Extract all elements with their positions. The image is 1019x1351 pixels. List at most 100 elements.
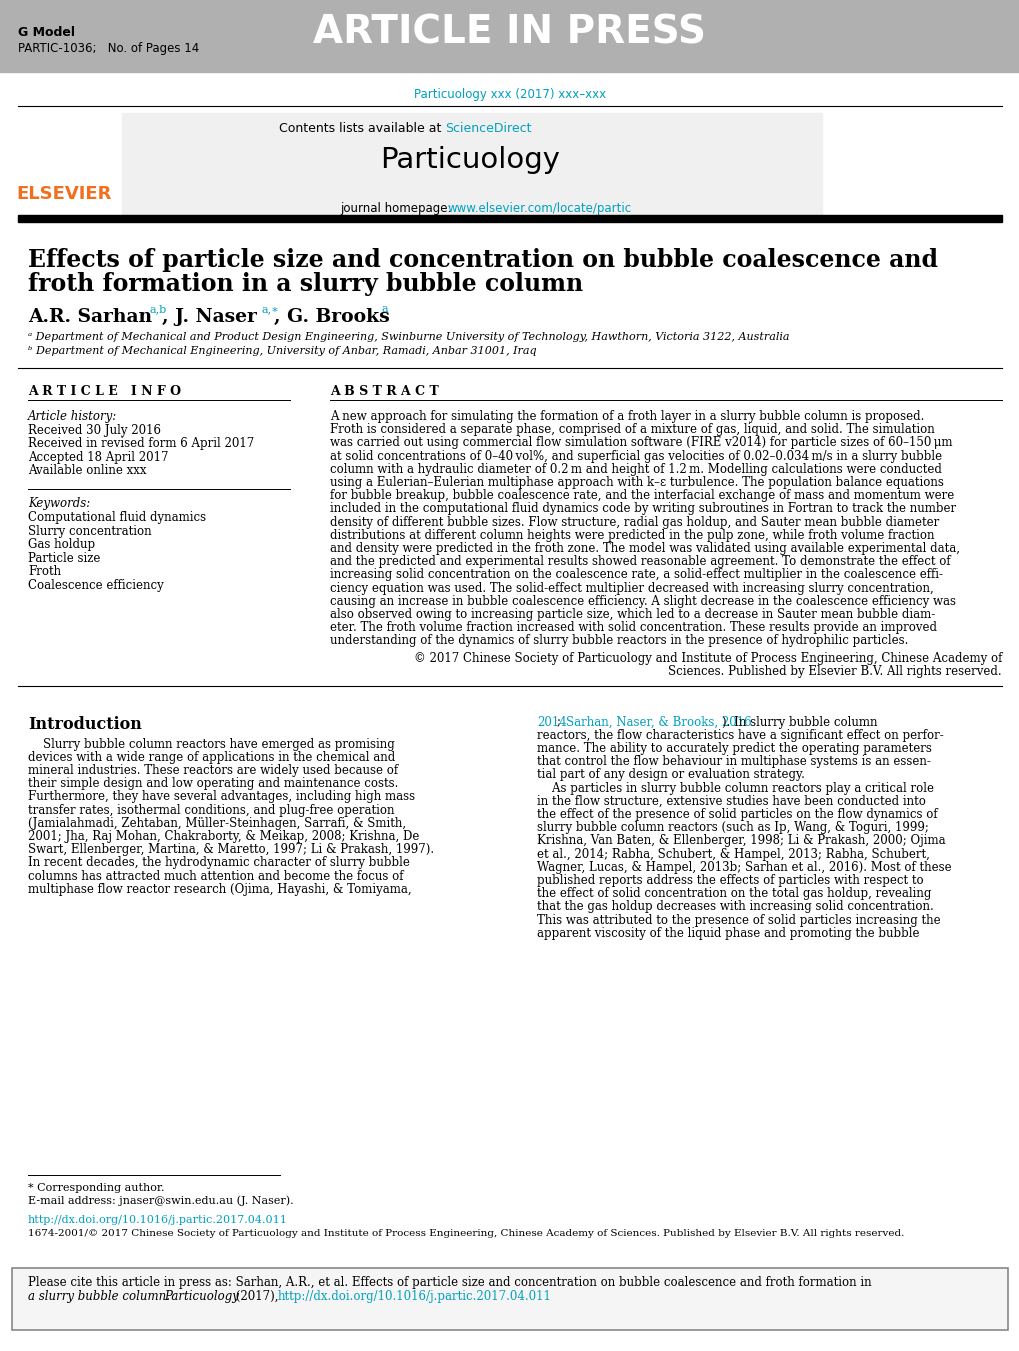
Text: column with a hydraulic diameter of 0.2 m and height of 1.2 m. Modelling calcula: column with a hydraulic diameter of 0.2 …	[330, 463, 941, 476]
Text: © 2017 Chinese Society of Particuology and Institute of Process Engineering, Chi: © 2017 Chinese Society of Particuology a…	[414, 651, 1001, 665]
Text: A B S T R A C T: A B S T R A C T	[330, 385, 438, 399]
Text: increasing solid concentration on the coalescence rate, a solid-effect multiplie: increasing solid concentration on the co…	[330, 569, 943, 581]
Text: reactors, the flow characteristics have a significant effect on perfor-: reactors, the flow characteristics have …	[536, 728, 943, 742]
Text: froth formation in a slurry bubble column: froth formation in a slurry bubble colum…	[28, 272, 583, 296]
Text: http://dx.doi.org/10.1016/j.partic.2017.04.011: http://dx.doi.org/10.1016/j.partic.2017.…	[28, 1215, 287, 1225]
Text: 2014: 2014	[536, 716, 567, 728]
Text: ScienceDirect: ScienceDirect	[444, 122, 531, 135]
Text: Coalescence efficiency: Coalescence efficiency	[28, 578, 164, 592]
Text: Furthermore, they have several advantages, including high mass: Furthermore, they have several advantage…	[28, 790, 415, 804]
Bar	[122, 113, 821, 215]
Text: Contents lists available at: Contents lists available at	[278, 122, 444, 135]
Text: Particle size: Particle size	[28, 551, 100, 565]
Text: ;: ;	[556, 716, 565, 728]
Text: Keywords:: Keywords:	[28, 497, 90, 509]
Text: their simple design and low operating and maintenance costs.: their simple design and low operating an…	[28, 777, 398, 790]
Text: also observed owing to increasing particle size, which led to a decrease in Saut: also observed owing to increasing partic…	[330, 608, 934, 621]
Text: and density were predicted in the froth zone. The model was validated using avai: and density were predicted in the froth …	[330, 542, 959, 555]
Text: Slurry bubble column reactors have emerged as promising: Slurry bubble column reactors have emerg…	[28, 738, 394, 751]
Text: Article history:: Article history:	[28, 409, 117, 423]
Text: 2001; Jha, Raj Mohan, Chakraborty, & Meikap, 2008; Krishna, De: 2001; Jha, Raj Mohan, Chakraborty, & Mei…	[28, 830, 419, 843]
Bar	[0, 0, 1019, 72]
Text: a: a	[382, 304, 388, 313]
Text: devices with a wide range of applications in the chemical and: devices with a wide range of application…	[28, 751, 395, 763]
Text: et al., 2014; Rabha, Schubert, & Hampel, 2013; Rabha, Schubert,: et al., 2014; Rabha, Schubert, & Hampel,…	[536, 847, 929, 861]
Text: Slurry concentration: Slurry concentration	[28, 524, 152, 538]
Text: http://dx.doi.org/10.1016/j.partic.2017.04.011: http://dx.doi.org/10.1016/j.partic.2017.…	[278, 1290, 551, 1302]
Text: that control the flow behaviour in multiphase systems is an essen-: that control the flow behaviour in multi…	[536, 755, 930, 769]
Text: In recent decades, the hydrodynamic character of slurry bubble: In recent decades, the hydrodynamic char…	[28, 857, 410, 870]
Bar	[12, 1269, 1007, 1329]
Text: As particles in slurry bubble column reactors play a critical role: As particles in slurry bubble column rea…	[536, 782, 933, 794]
Text: (Jamialahmadi, Zehtaban, Müller-Steinhagen, Sarrafi, & Smith,: (Jamialahmadi, Zehtaban, Müller-Steinhag…	[28, 817, 406, 830]
Bar	[18, 215, 1001, 222]
Text: (2017),: (2017),	[231, 1290, 282, 1302]
Text: Please cite this article in press as: Sarhan, A.R., et al. Effects of particle s: Please cite this article in press as: Sa…	[28, 1275, 871, 1289]
Text: A new approach for simulating the formation of a froth layer in a slurry bubble : A new approach for simulating the format…	[330, 409, 923, 423]
Text: Gas holdup: Gas holdup	[28, 538, 95, 551]
Text: This was attributed to the presence of solid particles increasing the: This was attributed to the presence of s…	[536, 913, 940, 927]
Text: ). In slurry bubble column: ). In slurry bubble column	[721, 716, 876, 728]
Text: Received 30 July 2016: Received 30 July 2016	[28, 424, 161, 436]
Text: Sciences. Published by Elsevier B.V. All rights reserved.: Sciences. Published by Elsevier B.V. All…	[667, 665, 1001, 678]
Text: G Model: G Model	[18, 26, 75, 39]
Text: at solid concentrations of 0–40 vol%, and superficial gas velocities of 0.02–0.0: at solid concentrations of 0–40 vol%, an…	[330, 450, 942, 462]
Text: understanding of the dynamics of slurry bubble reactors in the presence of hydro: understanding of the dynamics of slurry …	[330, 635, 908, 647]
Text: that the gas holdup decreases with increasing solid concentration.: that the gas holdup decreases with incre…	[536, 900, 932, 913]
Text: Froth is considered a separate phase, comprised of a mixture of gas, liquid, and: Froth is considered a separate phase, co…	[330, 423, 933, 436]
Text: density of different bubble sizes. Flow structure, radial gas holdup, and Sauter: density of different bubble sizes. Flow …	[330, 516, 938, 528]
Text: www.elsevier.com/locate/partic: www.elsevier.com/locate/partic	[447, 203, 632, 215]
Text: using a Eulerian–Eulerian multiphase approach with k–ε turbulence. The populatio: using a Eulerian–Eulerian multiphase app…	[330, 476, 943, 489]
Text: tial part of any design or evaluation strategy.: tial part of any design or evaluation st…	[536, 769, 804, 781]
Text: Sarhan, Naser, & Brooks, 2016: Sarhan, Naser, & Brooks, 2016	[566, 716, 751, 728]
Text: the effect of solid concentration on the total gas holdup, revealing: the effect of solid concentration on the…	[536, 888, 930, 900]
Text: 1674-2001/© 2017 Chinese Society of Particuology and Institute of Process Engine: 1674-2001/© 2017 Chinese Society of Part…	[28, 1229, 904, 1238]
Text: A R T I C L E   I N F O: A R T I C L E I N F O	[28, 385, 180, 399]
Text: A.R. Sarhan: A.R. Sarhan	[28, 308, 152, 326]
Text: and the predicted and experimental results showed reasonable agreement. To demon: and the predicted and experimental resul…	[330, 555, 950, 569]
Text: , G. Brooks: , G. Brooks	[274, 308, 389, 326]
Text: the effect of the presence of solid particles on the flow dynamics of: the effect of the presence of solid part…	[536, 808, 936, 821]
Text: for bubble breakup, bubble coalescence rate, and the interfacial exchange of mas: for bubble breakup, bubble coalescence r…	[330, 489, 954, 503]
Text: columns has attracted much attention and become the focus of: columns has attracted much attention and…	[28, 870, 404, 882]
Text: causing an increase in bubble coalescence efficiency. A slight decrease in the c: causing an increase in bubble coalescenc…	[330, 594, 955, 608]
Text: Froth: Froth	[28, 565, 61, 578]
Text: Particuology xxx (2017) xxx–xxx: Particuology xxx (2017) xxx–xxx	[414, 88, 605, 101]
Text: Krishna, Van Baten, & Ellenberger, 1998; Li & Prakash, 2000; Ojima: Krishna, Van Baten, & Ellenberger, 1998;…	[536, 835, 945, 847]
Text: a,∗: a,∗	[262, 304, 279, 313]
Text: Particuology: Particuology	[380, 146, 559, 174]
Text: was carried out using commercial flow simulation software (FIRE v2014) for parti: was carried out using commercial flow si…	[330, 436, 952, 450]
Text: journal homepage:: journal homepage:	[339, 203, 454, 215]
Text: ciency equation was used. The solid-effect multiplier decreased with increasing : ciency equation was used. The solid-effe…	[330, 581, 932, 594]
Text: ELSEVIER: ELSEVIER	[16, 185, 111, 203]
Text: transfer rates, isothermal conditions, and plug-free operation: transfer rates, isothermal conditions, a…	[28, 804, 394, 816]
Text: Available online xxx: Available online xxx	[28, 465, 147, 477]
Text: PARTIC-1036;   No. of Pages 14: PARTIC-1036; No. of Pages 14	[18, 42, 199, 55]
Text: Effects of particle size and concentration on bubble coalescence and: Effects of particle size and concentrati…	[28, 249, 937, 272]
Text: Particuology: Particuology	[164, 1290, 238, 1302]
Text: Accepted 18 April 2017: Accepted 18 April 2017	[28, 451, 168, 463]
Text: Wagner, Lucas, & Hampel, 2013b; Sarhan et al., 2016). Most of these: Wagner, Lucas, & Hampel, 2013b; Sarhan e…	[536, 861, 951, 874]
Text: Introduction: Introduction	[28, 716, 142, 732]
Text: * Corresponding author.: * Corresponding author.	[28, 1183, 164, 1193]
Text: published reports address the effects of particles with respect to: published reports address the effects of…	[536, 874, 923, 888]
Text: distributions at different column heights were predicted in the pulp zone, while: distributions at different column height…	[330, 528, 933, 542]
Text: Swart, Ellenberger, Martina, & Maretto, 1997; Li & Prakash, 1997).: Swart, Ellenberger, Martina, & Maretto, …	[28, 843, 434, 857]
Text: included in the computational fluid dynamics code by writing subroutines in Fort: included in the computational fluid dyna…	[330, 503, 955, 515]
Text: ᵇ Department of Mechanical Engineering, University of Anbar, Ramadi, Anbar 31001: ᵇ Department of Mechanical Engineering, …	[28, 346, 536, 357]
Text: Received in revised form 6 April 2017: Received in revised form 6 April 2017	[28, 438, 254, 450]
Text: Computational fluid dynamics: Computational fluid dynamics	[28, 511, 206, 524]
Text: ᵃ Department of Mechanical and Product Design Engineering, Swinburne University : ᵃ Department of Mechanical and Product D…	[28, 332, 789, 342]
Text: slurry bubble column reactors (such as Ip, Wang, & Toguri, 1999;: slurry bubble column reactors (such as I…	[536, 821, 928, 834]
Text: multiphase flow reactor research (Ojima, Hayashi, & Tomiyama,: multiphase flow reactor research (Ojima,…	[28, 882, 412, 896]
Text: apparent viscosity of the liquid phase and promoting the bubble: apparent viscosity of the liquid phase a…	[536, 927, 918, 940]
Text: eter. The froth volume fraction increased with solid concentration. These result: eter. The froth volume fraction increase…	[330, 621, 936, 634]
Text: E-mail address: jnaser@swin.edu.au (J. Naser).: E-mail address: jnaser@swin.edu.au (J. N…	[28, 1196, 293, 1205]
Text: mance. The ability to accurately predict the operating parameters: mance. The ability to accurately predict…	[536, 742, 931, 755]
Text: in the flow structure, extensive studies have been conducted into: in the flow structure, extensive studies…	[536, 794, 925, 808]
Text: ARTICLE IN PRESS: ARTICLE IN PRESS	[313, 14, 706, 51]
Text: mineral industries. These reactors are widely used because of: mineral industries. These reactors are w…	[28, 765, 397, 777]
Text: a slurry bubble column.: a slurry bubble column.	[28, 1290, 173, 1302]
Text: , J. Naser: , J. Naser	[162, 308, 257, 326]
Text: a,b: a,b	[150, 304, 167, 313]
